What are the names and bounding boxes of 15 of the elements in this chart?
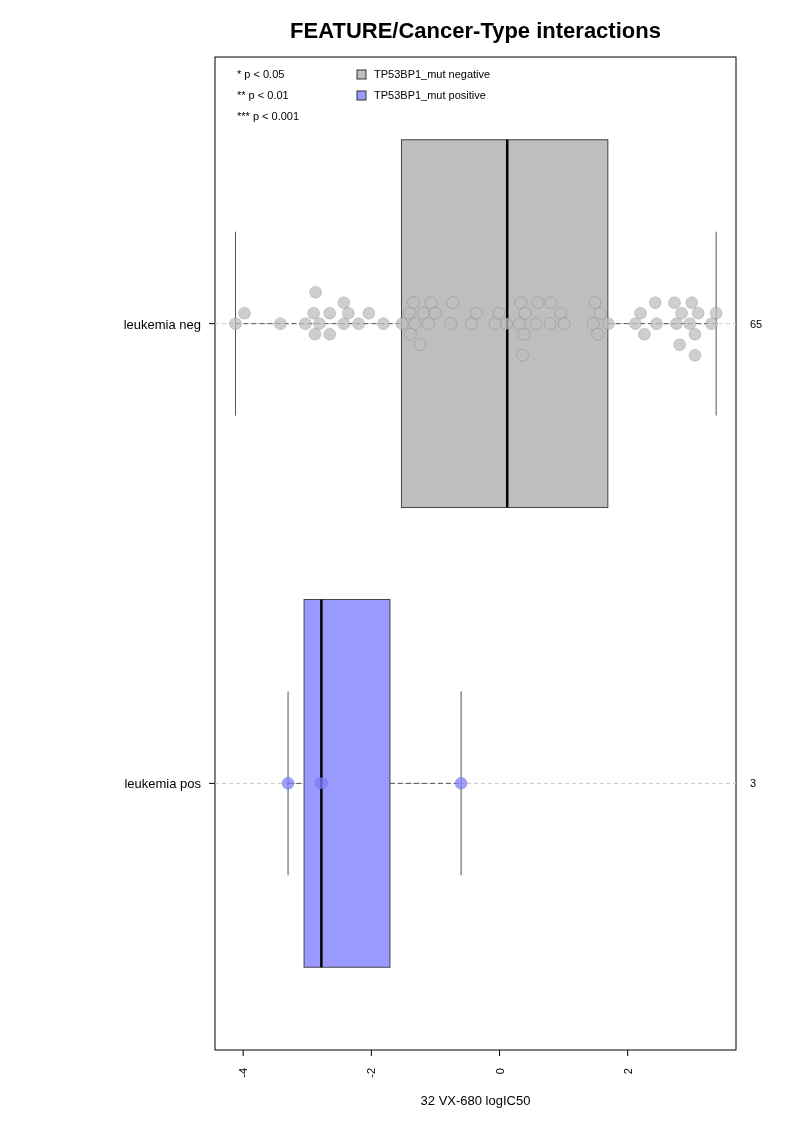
x-tick-label: 2 <box>621 1068 634 1075</box>
x-tick-label: 0 <box>493 1068 506 1075</box>
legend-label: TP53BP1_mut negative <box>374 68 491 80</box>
y-tick-label: leukemia pos <box>124 776 202 792</box>
legend-label: TP53BP1_mut positive <box>374 89 486 101</box>
chart-title: FEATURE/Cancer-Type interactions <box>290 18 661 43</box>
annotation: *** p < 0.001 <box>237 110 300 122</box>
text: 3 <box>750 777 757 790</box>
annotation: * p < 0.05 <box>237 68 285 80</box>
y-tick-label: leukemia neg <box>123 316 201 332</box>
text: 65 <box>750 317 763 330</box>
x-tick-label: -4 <box>237 1068 250 1078</box>
x-tick-label: -2 <box>365 1068 378 1078</box>
x-axis-title: 32 VX-680 logIC50 <box>420 1093 531 1108</box>
annotation: ** p < 0.01 <box>237 89 289 101</box>
